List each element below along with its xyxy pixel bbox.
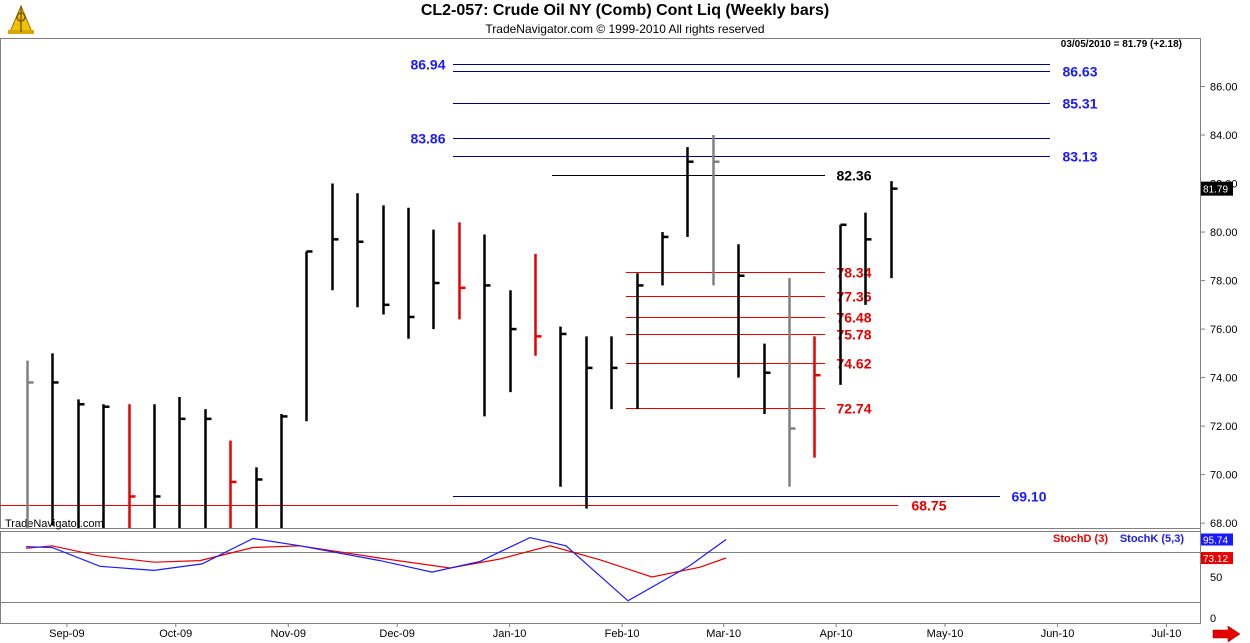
level-label-78.34: 78.34 — [836, 265, 871, 281]
level-label-72.74: 72.74 — [836, 401, 871, 417]
level-label-83.86: 83.86 — [410, 131, 445, 147]
level-label-77.36: 77.36 — [836, 289, 871, 305]
last-quote-text: 03/05/2010 = 81.79 (+2.18) — [1061, 39, 1182, 50]
y-tick-label: 80.00 — [1210, 227, 1238, 239]
x-tick-label: Sep-09 — [49, 628, 84, 640]
stochastic-y-tick: 50 — [1210, 572, 1222, 584]
last-price-marker — [1201, 181, 1233, 196]
x-tick-label: May-10 — [927, 628, 964, 640]
level-label-76.48: 76.48 — [836, 310, 871, 326]
chart-title: CL2-057: Crude Oil NY (Comb) Cont Liq (W… — [420, 2, 830, 19]
level-label-83.13: 83.13 — [1062, 149, 1097, 165]
level-label-86.94: 86.94 — [410, 57, 445, 73]
stochastic-y-tick: 0 — [1210, 613, 1216, 625]
last-price-label: 81.79 — [1203, 185, 1228, 196]
y-tick-label: 74.00 — [1210, 373, 1238, 385]
stochastic-value-label: 73.12 — [1203, 554, 1228, 565]
trade-navigator-logo-icon — [8, 4, 34, 34]
stochastic-legend-stochk: StochK (5,3) — [1120, 533, 1185, 545]
chart-subtitle: TradeNavigator.com © 1999-2010 All right… — [485, 22, 765, 36]
level-label-69.10: 69.10 — [1011, 489, 1046, 505]
stochastic-value-marker — [1201, 552, 1233, 565]
x-tick-label: Jan-10 — [493, 628, 527, 640]
chart-header: CL2-057: Crude Oil NY (Comb) Cont Liq (W… — [0, 0, 1250, 38]
x-tick-label: Mar-10 — [706, 628, 741, 640]
stochastic-series-line — [25, 545, 727, 578]
level-label-86.63: 86.63 — [1062, 64, 1097, 80]
x-tick-label: Jul-10 — [1151, 628, 1181, 640]
y-tick-label: 68.00 — [1210, 518, 1238, 530]
stochastic-panel-frame — [0, 531, 1201, 624]
x-tick-label: Feb-10 — [605, 628, 640, 640]
y-tick-label: 70.00 — [1210, 470, 1238, 482]
x-tick-label: Oct-09 — [159, 628, 192, 640]
stochastic-series-line — [25, 536, 727, 602]
x-tick-label: Jun-10 — [1041, 628, 1075, 640]
level-label-68.75: 68.75 — [911, 498, 946, 514]
stochastic-value-marker — [1201, 533, 1233, 546]
y-tick-label: 78.00 — [1210, 276, 1238, 288]
stochastic-legend-stochd: StochD (3) — [1053, 533, 1108, 545]
level-label-75.78: 75.78 — [836, 327, 871, 343]
level-label-85.31: 85.31 — [1062, 96, 1097, 112]
x-tick-label: Dec-09 — [379, 628, 414, 640]
right-arrow-icon[interactable] — [1212, 625, 1241, 643]
level-label-82.36: 82.36 — [836, 168, 871, 184]
x-tick-label: Nov-09 — [271, 628, 306, 640]
stochastic-value-label: 95.74 — [1203, 535, 1228, 546]
x-tick-label: Apr-10 — [820, 628, 853, 640]
y-tick-label: 76.00 — [1210, 324, 1238, 336]
ohlc-bars — [26, 135, 898, 528]
y-tick-label: 86.00 — [1210, 82, 1238, 94]
level-label-74.62: 74.62 — [836, 356, 871, 372]
y-tick-label: 84.00 — [1210, 130, 1238, 142]
y-tick-label: 72.00 — [1210, 421, 1238, 433]
watermark-text: TradeNavigator.com — [5, 518, 104, 530]
